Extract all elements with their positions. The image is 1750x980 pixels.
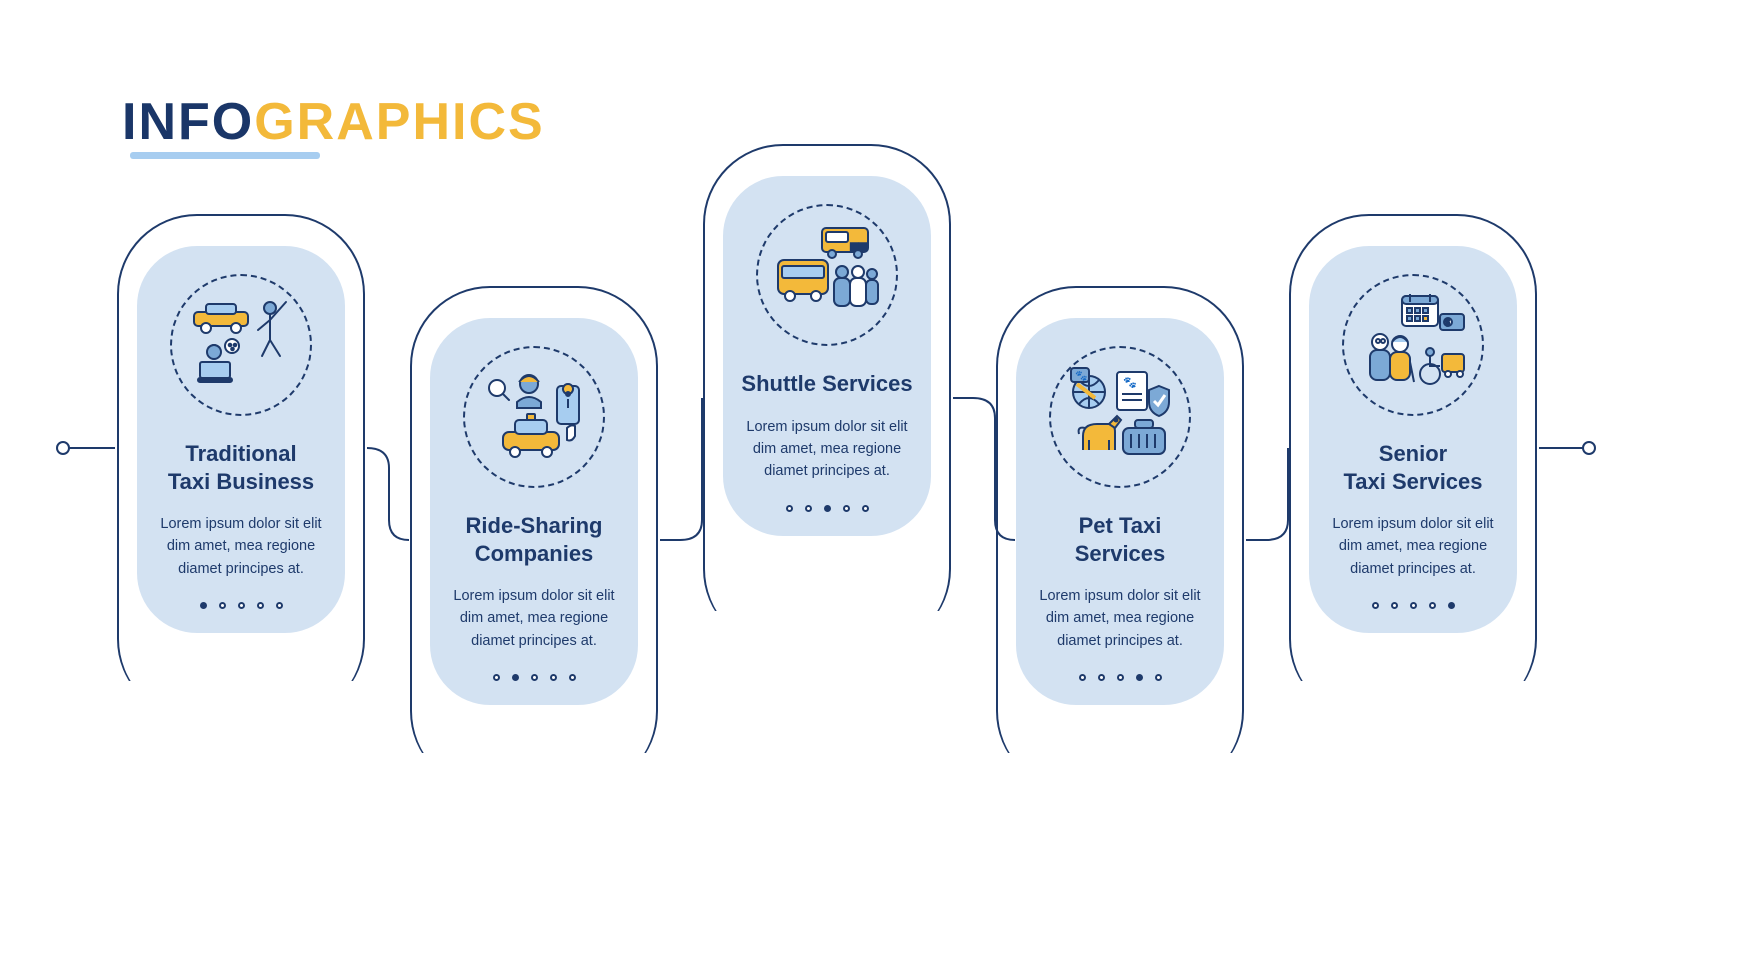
infographic-canvas: INFOGRAPHICS bbox=[0, 0, 1750, 980]
dot bbox=[1410, 602, 1417, 609]
dot bbox=[1136, 674, 1143, 681]
dot bbox=[1098, 674, 1105, 681]
card-title: Shuttle Services bbox=[741, 370, 912, 398]
dot bbox=[1372, 602, 1379, 609]
card-desc: Lorem ipsum dolor sit elit dim amet, mea… bbox=[155, 513, 327, 580]
dot bbox=[824, 505, 831, 512]
svg-text:🐾: 🐾 bbox=[1123, 377, 1137, 389]
card-pet: 🐾 🐾 bbox=[996, 286, 1244, 791]
dot bbox=[1448, 602, 1455, 609]
dot bbox=[862, 505, 869, 512]
dot bbox=[1155, 674, 1162, 681]
card-panel: ▧▧ bbox=[723, 176, 931, 536]
dot bbox=[786, 505, 793, 512]
dot bbox=[569, 674, 576, 681]
shuttle-bus-icon: ▧▧ bbox=[756, 204, 898, 346]
wire-end-node bbox=[1582, 441, 1596, 455]
dot bbox=[238, 602, 245, 609]
dot bbox=[257, 602, 264, 609]
taxi-hail-icon bbox=[170, 274, 312, 416]
dot bbox=[550, 674, 557, 681]
card-shuttle: ▧▧ bbox=[703, 144, 951, 649]
card-title: Traditional Taxi Business bbox=[168, 440, 314, 495]
title-graphics: GRAPHICS bbox=[254, 93, 544, 151]
card-panel: Traditional Taxi Business Lorem ipsum do… bbox=[137, 246, 345, 633]
pager-dots bbox=[493, 674, 576, 681]
card-panel: 🐾 🐾 bbox=[1016, 318, 1224, 705]
senior-calendar-icon: $ bbox=[1342, 274, 1484, 416]
dot bbox=[1079, 674, 1086, 681]
ride-app-icon bbox=[463, 346, 605, 488]
svg-text:$: $ bbox=[1445, 318, 1450, 327]
card-desc: Lorem ipsum dolor sit elit dim amet, mea… bbox=[1034, 585, 1206, 652]
svg-text:🐾: 🐾 bbox=[1075, 370, 1087, 382]
dot bbox=[200, 602, 207, 609]
title-info: INFO bbox=[122, 93, 254, 151]
dot bbox=[219, 602, 226, 609]
card-ride-sharing: Ride-Sharing Companies Lorem ipsum dolor… bbox=[410, 286, 658, 791]
pager-dots bbox=[200, 602, 283, 609]
dot bbox=[531, 674, 538, 681]
dot bbox=[1391, 602, 1398, 609]
pager-dots bbox=[1079, 674, 1162, 681]
wire-start-node bbox=[56, 441, 70, 455]
dot bbox=[276, 602, 283, 609]
dot bbox=[1117, 674, 1124, 681]
card-panel: Ride-Sharing Companies Lorem ipsum dolor… bbox=[430, 318, 638, 705]
main-title: INFOGRAPHICS bbox=[122, 92, 545, 152]
pet-carrier-icon: 🐾 🐾 bbox=[1049, 346, 1191, 488]
dot bbox=[805, 505, 812, 512]
dot bbox=[512, 674, 519, 681]
dot bbox=[843, 505, 850, 512]
card-title: Senior Taxi Services bbox=[1343, 440, 1482, 495]
card-title: Pet Taxi Services bbox=[1034, 512, 1206, 567]
svg-text:▧▧: ▧▧ bbox=[850, 241, 867, 251]
card-panel: $ bbox=[1309, 246, 1517, 633]
card-desc: Lorem ipsum dolor sit elit dim amet, mea… bbox=[448, 585, 620, 652]
pager-dots bbox=[1372, 602, 1455, 609]
pager-dots bbox=[786, 505, 869, 512]
card-traditional: Traditional Taxi Business Lorem ipsum do… bbox=[117, 214, 365, 719]
dot bbox=[493, 674, 500, 681]
card-desc: Lorem ipsum dolor sit elit dim amet, mea… bbox=[1327, 513, 1499, 580]
card-title: Ride-Sharing Companies bbox=[466, 512, 603, 567]
dot bbox=[1429, 602, 1436, 609]
card-desc: Lorem ipsum dolor sit elit dim amet, mea… bbox=[741, 416, 913, 483]
card-senior: $ bbox=[1289, 214, 1537, 719]
title-underline bbox=[130, 152, 320, 159]
